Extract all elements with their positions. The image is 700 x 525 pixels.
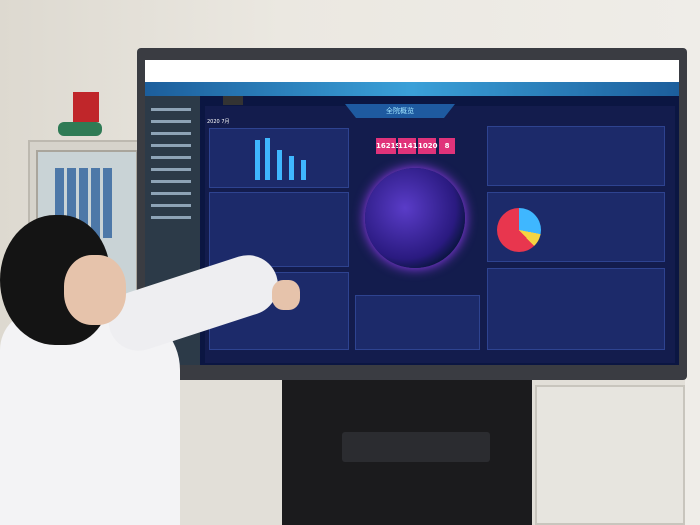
- dashboard-screen: 全院概览 2020 7月 16219 1141 1020 8: [145, 60, 679, 365]
- right-cabinet: [535, 385, 685, 525]
- binder: [91, 168, 100, 238]
- person-face: [64, 255, 126, 325]
- sidebar-item[interactable]: [151, 132, 191, 135]
- sidebar-item[interactable]: [151, 192, 191, 195]
- dashboard-title: 全院概览: [345, 104, 455, 118]
- bar: [289, 156, 294, 180]
- binder: [103, 168, 112, 238]
- red-box: [73, 92, 99, 122]
- header-bar: [145, 82, 679, 96]
- person-hand: [272, 280, 300, 310]
- kpi-card: 1020: [418, 138, 437, 154]
- sidebar-item[interactable]: [151, 144, 191, 147]
- sidebar-item[interactable]: [151, 204, 191, 207]
- tab[interactable]: [223, 96, 243, 105]
- kpi-card: 1141: [398, 138, 417, 154]
- bar: [265, 138, 270, 180]
- stats-grid-panel: [487, 126, 665, 186]
- bar: [277, 150, 282, 180]
- sidebar-item[interactable]: [151, 168, 191, 171]
- sidebar-item[interactable]: [151, 180, 191, 183]
- sidebar-item[interactable]: [151, 156, 191, 159]
- binder: [79, 168, 88, 238]
- bar: [301, 160, 306, 180]
- kpi-card: 8: [439, 138, 455, 154]
- sidebar-item[interactable]: [151, 216, 191, 219]
- bar: [255, 140, 260, 180]
- date-selector[interactable]: 2020 7月: [207, 118, 230, 125]
- globe-graphic: [365, 168, 465, 268]
- kpi-card: 16219: [376, 138, 400, 154]
- pie-chart: [497, 208, 541, 252]
- year: 2020: [207, 119, 220, 125]
- sidebar-item[interactable]: [151, 108, 191, 111]
- line-chart-panel: [209, 192, 349, 267]
- binder: [67, 168, 76, 238]
- top-bar: [145, 60, 679, 82]
- summary-panel: [355, 295, 480, 350]
- sidebar-item[interactable]: [151, 120, 191, 123]
- month: 7月: [221, 119, 230, 125]
- binder: [55, 168, 64, 238]
- green-object: [58, 122, 102, 136]
- keyboard: [342, 432, 490, 462]
- ranking-panel: [487, 268, 665, 350]
